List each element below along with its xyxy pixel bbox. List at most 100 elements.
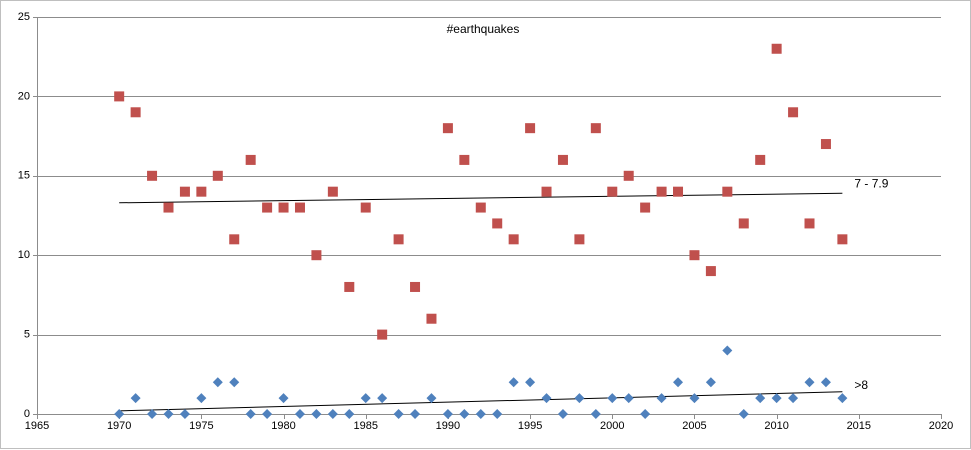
series-gt8-point — [475, 409, 486, 419]
series-7-7.9-point — [673, 186, 684, 197]
series-gt8-point — [788, 393, 799, 404]
series-7-7.9-point — [442, 123, 453, 134]
x-tick-label: 1985 — [353, 420, 377, 432]
series-gt8-point — [163, 409, 174, 419]
series-gt8-point — [196, 393, 207, 404]
tick-labels: 0 5 10 15 20 25 1965 1970 1975 1980 1985 1990 1995 20… — [18, 11, 953, 432]
series-gt8-point — [294, 409, 305, 419]
series-7-7.9-point — [525, 123, 536, 134]
series-7-7.9-point — [804, 218, 815, 229]
series-gt8-point — [179, 409, 190, 419]
series-gt8-point — [327, 409, 338, 419]
y-tick-label: 15 — [18, 170, 30, 182]
series-gt8-point — [689, 393, 700, 404]
series-gt8-point — [147, 409, 158, 419]
series-gt8-point — [442, 409, 453, 419]
series-7-7.9-point — [179, 186, 190, 197]
trendlines — [119, 192, 843, 412]
series-gt8-point — [360, 393, 371, 404]
series-gt8-point — [508, 377, 519, 388]
series-gt8-point — [673, 377, 684, 388]
series-7-7.9-label: 7 - 7.9 — [854, 176, 888, 190]
series-7-7.9-point — [311, 250, 322, 261]
series-7-7.9-point — [475, 202, 486, 213]
series-gt8-point — [541, 393, 552, 404]
y-tick-label: 20 — [18, 90, 30, 102]
series-gt8-point — [607, 393, 618, 404]
series-gt8-point — [410, 409, 421, 419]
x-tick-label: 2015 — [847, 420, 871, 432]
series-gt8-point — [738, 409, 749, 419]
series-7-7.9-point — [229, 234, 240, 245]
x-tick-label: 1970 — [107, 420, 131, 432]
series-gt8-point — [755, 393, 766, 404]
series-7-7.9-point — [640, 202, 651, 213]
series-gt8-point — [804, 377, 815, 388]
series-7-7.9-point — [114, 91, 125, 102]
series-7-7.9-point — [656, 186, 667, 197]
series-gt8-point — [130, 393, 141, 404]
series-7-7.9-point — [820, 139, 831, 150]
series-gt8-point — [245, 409, 256, 419]
x-tick-label: 2020 — [929, 420, 953, 432]
series-gt8-point — [212, 377, 223, 388]
series-gt8-point — [344, 409, 355, 419]
series-7-7.9-point — [508, 234, 519, 245]
series-labels: 7 - 7.9 >8 — [854, 176, 888, 392]
series-7-7.9-point — [410, 281, 421, 292]
series-gt8-point — [426, 393, 437, 404]
series-gt8-point — [590, 409, 601, 419]
series-gt8-point — [525, 377, 536, 388]
series-gt8-point — [229, 377, 240, 388]
y-tick-label: 0 — [24, 408, 30, 420]
series-gt8-point — [705, 377, 716, 388]
series-gt8-point — [623, 393, 634, 404]
series-gt8-point — [311, 409, 322, 419]
series-gt8-point — [837, 393, 848, 404]
data-points — [114, 43, 848, 419]
series-gt8-point — [574, 393, 585, 404]
series-7-7.9-point — [130, 107, 141, 118]
series-7-7.9-point — [294, 202, 305, 213]
series-7-7.9-point — [426, 313, 437, 324]
series-7-7.9-point — [623, 170, 634, 181]
series-7-7.9-point — [327, 186, 338, 197]
x-tick-label: 1965 — [25, 420, 49, 432]
series-7-7.9-point — [262, 202, 273, 213]
series-7-7.9-point — [196, 186, 207, 197]
series-gt8-point — [459, 409, 470, 419]
series-7-7.9-point — [722, 186, 733, 197]
series-7-7.9-point — [212, 170, 223, 181]
axes — [33, 17, 942, 419]
series-7-7.9-point — [360, 202, 371, 213]
series-7-7.9-point — [771, 43, 782, 54]
x-tick-label: 1995 — [518, 420, 542, 432]
series-7-7.9-point — [557, 154, 568, 165]
series-gt8-point — [640, 409, 651, 419]
x-tick-label: 1990 — [436, 420, 460, 432]
series-gt8-trendline — [119, 391, 843, 412]
series-7-7.9-point — [459, 154, 470, 165]
series-gt8-point — [771, 393, 782, 404]
chart-title: #earthquakes — [447, 22, 520, 36]
series-7-7.9-point — [393, 234, 404, 245]
series-7-7.9-point — [344, 281, 355, 292]
series-gt8-point — [393, 409, 404, 419]
y-tick-label: 25 — [18, 11, 30, 23]
series-7-7.9-point — [788, 107, 799, 118]
series-7-7.9-point — [377, 329, 388, 340]
series-gt8-point — [114, 409, 125, 419]
series-7-7.9-point — [541, 186, 552, 197]
series-7-7.9-point — [607, 186, 618, 197]
series-gt8-point — [377, 393, 388, 404]
series-7-7.9-point — [278, 202, 289, 213]
series-7-7.9-point — [689, 250, 700, 261]
series-gt8-point — [278, 393, 289, 404]
series-7-7.9-point — [837, 234, 848, 245]
series-gt8-point — [557, 409, 568, 419]
gridlines — [37, 17, 941, 336]
x-tick-label: 2000 — [600, 420, 624, 432]
series-7-7.9-point — [245, 154, 256, 165]
y-tick-label: 10 — [18, 249, 30, 261]
